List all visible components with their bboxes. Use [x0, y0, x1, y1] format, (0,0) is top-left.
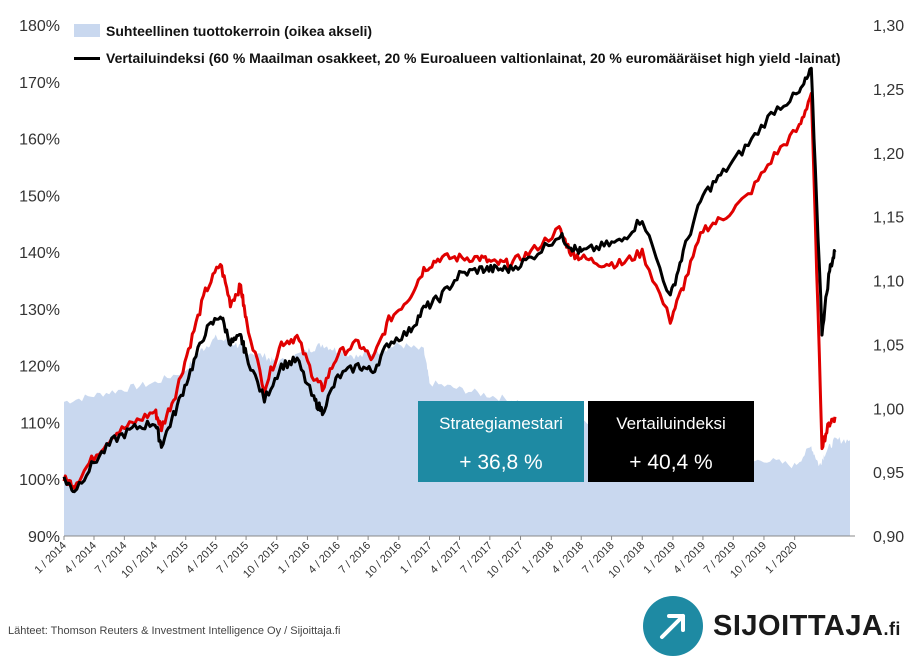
x-tick-label: 4 / 2016: [306, 540, 343, 577]
y-left-tick-label: 150%: [19, 188, 60, 205]
benchmark-result-value: + 40,4 %: [629, 451, 713, 474]
y-right-tick-label: 1,20: [873, 146, 904, 163]
strategy-result-value: + 36,8 %: [459, 451, 543, 474]
source-note: Lähteet: Thomson Reuters & Investment In…: [8, 625, 341, 637]
x-tick-label: 4 / 2019: [671, 540, 708, 577]
y-right-tick-label: 1,30: [873, 18, 904, 35]
line-series: [62, 66, 837, 494]
strategy-line: [62, 91, 837, 490]
y-right-tick-label: 1,10: [873, 274, 904, 291]
y-left-tick-label: 90%: [28, 529, 60, 546]
x-tick-label: 4 / 2015: [184, 540, 221, 577]
benchmark-result-box: Vertailuindeksi + 40,4 %: [588, 401, 754, 482]
strategy-result-box: Strategiamestari + 36,8 %: [418, 401, 584, 482]
x-tick-label: 1 / 2017: [398, 540, 435, 577]
legend-item-area: Suhteellinen tuottokerroin (oikea akseli…: [74, 22, 864, 40]
x-tick-label: 1 / 2016: [276, 540, 313, 577]
x-tick-label: 1 / 2018: [520, 540, 557, 577]
x-tick-label: 1 / 2015: [154, 540, 191, 577]
y-right-tick-label: 1,05: [873, 337, 904, 354]
y-left-tick-label: 120%: [19, 359, 60, 376]
legend-line-label: Vertailuindeksi (60 % Maailman osakkeet,…: [106, 50, 841, 66]
y-right-tick-label: 0,90: [873, 529, 904, 546]
legend-line-swatch: [74, 57, 100, 60]
y-left-tick-label: 110%: [20, 415, 60, 432]
strategy-result-label: Strategiamestari: [439, 414, 563, 433]
legend: Suhteellinen tuottokerroin (oikea akseli…: [74, 22, 864, 76]
x-tick-label: 4 / 2017: [428, 540, 465, 577]
x-tick-label: 4 / 2014: [63, 540, 100, 577]
y-right-tick-label: 1,00: [873, 401, 904, 418]
x-tick-label: 1 / 2019: [641, 540, 678, 577]
y-left-tick-label: 180%: [19, 18, 60, 35]
logo-text: SIJOITTAJA.fi: [713, 609, 901, 642]
sijoittaja-logo[interactable]: SIJOITTAJA.fi: [643, 596, 901, 656]
y-left-tick-label: 160%: [19, 132, 60, 149]
x-tick-label: 1 / 2020: [763, 540, 800, 577]
logo-arrow-icon: [643, 596, 703, 656]
y-right-tick-label: 1,15: [873, 210, 904, 227]
y-left-tick-label: 140%: [19, 245, 60, 262]
y-right-tick-label: 0,95: [873, 465, 904, 482]
benchmark-result-label: Vertailuindeksi: [616, 414, 726, 433]
legend-item-line: Vertailuindeksi (60 % Maailman osakkeet,…: [74, 49, 864, 67]
y-left-tick-label: 170%: [19, 75, 60, 92]
y-right-tick-label: 1,25: [873, 82, 904, 99]
legend-area-swatch: [74, 24, 100, 37]
benchmark-line: [62, 66, 837, 494]
y-left-tick-label: 130%: [19, 302, 60, 319]
chart: 90% 100% 110% 120% 130% 140% 150% 160% 170% 180% 0…: [19, 18, 904, 581]
y-left-tick-label: 100%: [19, 472, 60, 489]
legend-area-label: Suhteellinen tuottokerroin (oikea akseli…: [106, 23, 373, 39]
x-tick-label: 4 / 2018: [550, 540, 587, 577]
